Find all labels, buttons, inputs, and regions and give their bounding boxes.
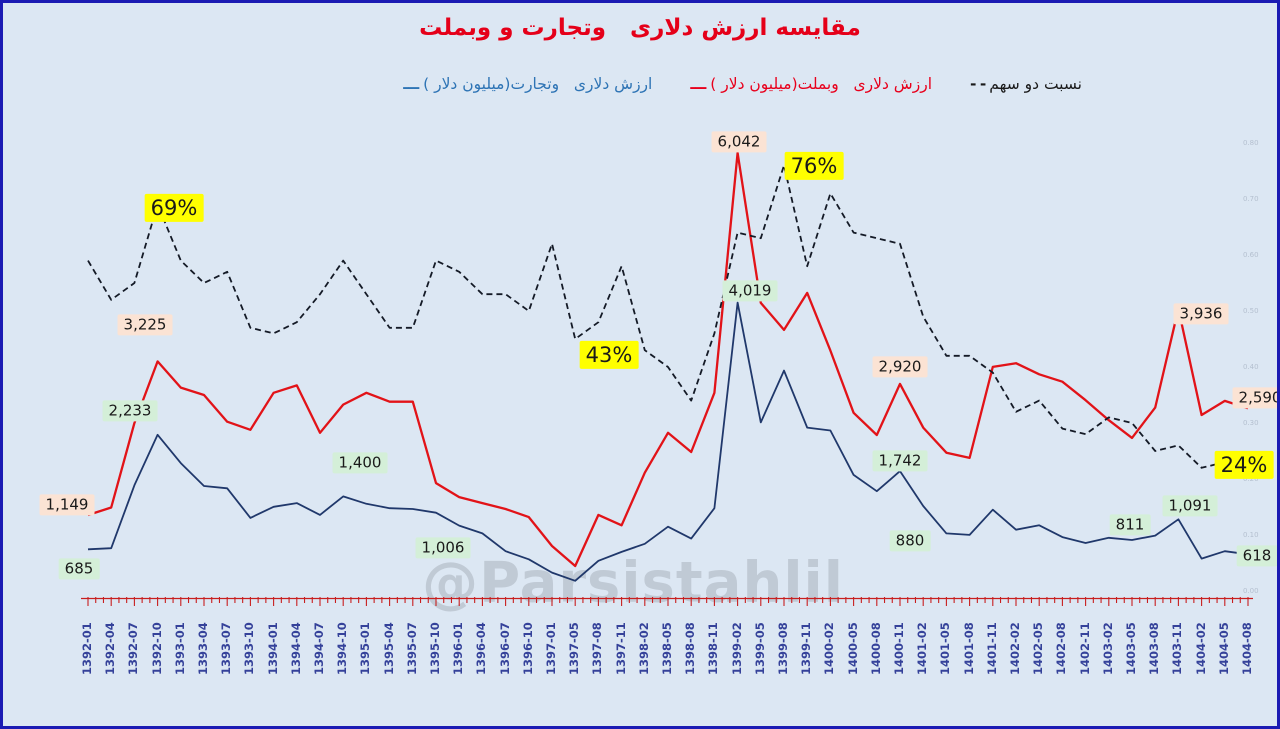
x-axis-label: 1404-08 (1240, 622, 1254, 675)
ratio-data-label: 24% (1214, 450, 1274, 480)
legend: نسبت دو سهم - - ارزش دلاری وبملت(میلیون … (403, 75, 1082, 93)
series-data-label: 6,042 (711, 131, 767, 153)
x-axis-label: 1392-07 (126, 622, 141, 675)
solid-line-icon: ـــ (690, 75, 707, 93)
ratio-data-label: 43% (579, 340, 639, 370)
solid-line-icon: ـــ (403, 75, 420, 93)
right-axis-label: 0.40 (1243, 363, 1259, 371)
x-axis-label: 1399-08 (776, 622, 790, 675)
series-data-label: 2,590 (1232, 387, 1277, 409)
x-axis-label: 1402-05 (1031, 622, 1046, 675)
x-axis-label: 1402-11 (1077, 622, 1092, 675)
right-axis-label: 0.00 (1243, 587, 1259, 595)
x-axis-label: 1397-11 (613, 622, 628, 675)
x-axis-label: 1394-01 (265, 622, 280, 675)
x-axis-label: 1396-01 (451, 622, 466, 675)
series-data-label: 1,091 (1162, 495, 1218, 517)
x-axis-label: 1398-08 (683, 622, 698, 675)
ratio-data-label: 76% (784, 151, 844, 181)
x-axis-label: 1404-02 (1193, 622, 1208, 675)
x-axis-label: 1395-07 (404, 622, 419, 675)
right-axis-label: 0.50 (1243, 307, 1259, 315)
x-axis-label: 1401-08 (961, 622, 976, 675)
x-axis-label: 1397-08 (590, 622, 605, 675)
legend-item-vetejarat: ارزش دلاری وتجارت(میلیون دلار ) ـــ (403, 75, 652, 93)
x-axis-label: 1396-07 (497, 622, 512, 675)
legend-item-ratio: نسبت دو سهم - - (970, 75, 1082, 93)
x-axis-label: 1400-11 (892, 622, 906, 675)
x-axis-label: 1395-04 (381, 622, 396, 675)
x-axis-label: 1394-07 (312, 622, 326, 675)
x-axis-label: 1399-11 (799, 622, 814, 675)
watermark: @Parsistahlil (422, 550, 844, 616)
page-title: مقایسه ارزش دلاری وتجارت و وبملت (419, 15, 861, 41)
series-data-label: 1,400 (332, 452, 388, 474)
legend-item-vobmelat: ارزش دلاری وبملت(میلیون دلار ) ـــ (690, 75, 932, 93)
x-axis-label: 1395-10 (428, 622, 442, 675)
series-data-label: 3,936 (1173, 303, 1229, 325)
series-data-label: 685 (58, 558, 100, 580)
x-axis-label: 1399-05 (752, 622, 767, 675)
x-axis-label: 1396-04 (474, 622, 489, 675)
x-axis-label: 1400-08 (868, 622, 883, 675)
x-axis-label: 1396-10 (520, 622, 535, 675)
series-data-label: 811 (1109, 514, 1151, 536)
x-axis-label: 1402-02 (1008, 622, 1022, 675)
series-data-label: 4,019 (722, 280, 778, 302)
right-axis-label: 0.80 (1243, 139, 1259, 147)
x-axis-label: 1403-02 (1100, 622, 1115, 675)
x-axis-label: 1392-01 (80, 622, 94, 675)
x-axis-label: 1397-01 (544, 622, 558, 675)
dashed-line-icon: - - (970, 75, 986, 93)
x-axis-label: 1402-08 (1054, 622, 1069, 675)
x-axis-label: 1392-10 (149, 622, 164, 675)
x-axis-label: 1400-05 (845, 622, 860, 675)
right-axis-label: 0.10 (1243, 531, 1259, 539)
series-data-label: 2,920 (872, 356, 928, 378)
x-axis-label: 1393-10 (242, 622, 257, 675)
series-data-label: 3,225 (117, 314, 173, 336)
series-data-label: 1,742 (872, 450, 928, 472)
series-line-ratio (87, 164, 1249, 469)
x-axis-label: 1401-02 (915, 622, 930, 675)
x-axis-label: 1394-04 (288, 622, 303, 675)
series-line-vetejarat (87, 301, 1249, 582)
x-axis-label: 1399-02 (729, 622, 744, 675)
right-axis-label: 0.70 (1243, 195, 1259, 203)
chart-canvas (81, 151, 1253, 606)
ratio-data-label: 69% (144, 193, 204, 223)
right-axis-label: 0.60 (1243, 251, 1259, 259)
legend-label-vetejarat: ارزش دلاری وتجارت(میلیون دلار ) (423, 75, 653, 93)
x-axis-label: 1392-04 (103, 622, 118, 675)
right-axis-label: 0.30 (1243, 419, 1259, 427)
series-line-vobmelat (87, 151, 1249, 568)
x-axis-label: 1393-01 (172, 622, 187, 675)
series-data-label: 1,006 (415, 537, 471, 559)
series-data-label: 2,233 (102, 400, 158, 422)
series-data-label: 1,149 (39, 494, 95, 516)
x-axis-label: 1397-05 (567, 622, 582, 675)
x-axis-label: 1393-04 (196, 622, 210, 675)
series-data-label: 880 (889, 530, 931, 552)
x-axis-label: 1400-02 (822, 622, 837, 675)
x-axis-label: 1394-10 (335, 622, 350, 675)
x-axis-label: 1404-05 (1216, 622, 1231, 675)
x-axis-label: 1393-07 (219, 622, 234, 675)
x-axis-label: 1403-08 (1147, 622, 1162, 675)
x-axis-label: 1395-01 (358, 622, 373, 675)
x-axis-label: 1403-11 (1170, 622, 1185, 675)
series-data-label: 618 (1236, 545, 1277, 567)
right-axis-label: 0.20 (1243, 475, 1259, 483)
legend-label-ratio: نسبت دو سهم (989, 75, 1082, 93)
x-axis-label: 1398-11 (706, 622, 721, 675)
x-axis-label: 1401-05 (938, 622, 953, 675)
x-axis-label: 1398-02 (636, 622, 651, 675)
legend-label-vobmelat: ارزش دلاری وبملت(میلیون دلار ) (710, 75, 932, 93)
x-axis-label: 1398-05 (660, 622, 674, 675)
x-axis-label: 1401-11 (984, 622, 999, 675)
x-axis-label: 1403-05 (1124, 622, 1138, 675)
